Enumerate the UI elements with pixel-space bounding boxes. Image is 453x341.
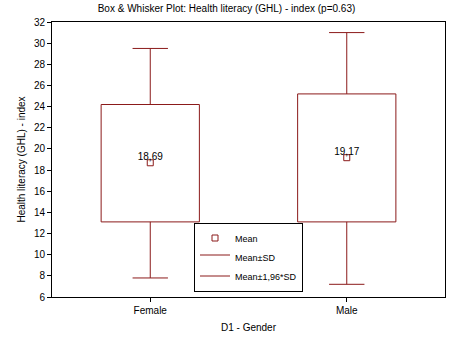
svg-text:30: 30 bbox=[34, 38, 46, 49]
svg-text:6: 6 bbox=[39, 292, 45, 303]
svg-text:Mean: Mean bbox=[235, 234, 258, 244]
svg-text:8: 8 bbox=[39, 270, 45, 281]
svg-text:Mean±SD: Mean±SD bbox=[235, 253, 275, 263]
svg-text:16: 16 bbox=[34, 186, 46, 197]
svg-text:26: 26 bbox=[34, 80, 46, 91]
svg-text:D1 - Gender: D1 - Gender bbox=[221, 322, 277, 333]
svg-text:19,17: 19,17 bbox=[334, 146, 359, 157]
svg-text:22: 22 bbox=[34, 122, 46, 133]
svg-text:18: 18 bbox=[34, 165, 46, 176]
svg-text:Health literacy (GHL) - index: Health literacy (GHL) - index bbox=[16, 96, 27, 222]
svg-text:Male: Male bbox=[336, 305, 358, 316]
svg-text:Female: Female bbox=[134, 305, 168, 316]
svg-text:Box & Whisker Plot: Health lit: Box & Whisker Plot: Health literacy (GHL… bbox=[98, 3, 356, 14]
svg-text:14: 14 bbox=[34, 207, 46, 218]
svg-text:10: 10 bbox=[34, 249, 46, 260]
svg-text:18,69: 18,69 bbox=[138, 151, 163, 162]
svg-text:20: 20 bbox=[34, 143, 46, 154]
svg-text:28: 28 bbox=[34, 59, 46, 70]
svg-text:32: 32 bbox=[34, 17, 46, 28]
svg-text:Mean±1,96*SD: Mean±1,96*SD bbox=[235, 272, 296, 282]
svg-text:12: 12 bbox=[34, 228, 46, 239]
svg-text:24: 24 bbox=[34, 101, 46, 112]
